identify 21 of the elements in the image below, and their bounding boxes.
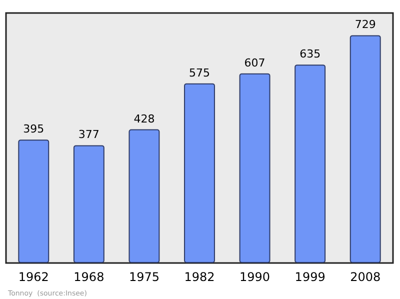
data-label: 635 [300, 48, 321, 61]
x-tick-label: 1999 [294, 270, 326, 284]
bar [184, 83, 215, 263]
bar [18, 140, 50, 263]
data-label: 575 [189, 66, 210, 80]
x-tick-label: 1975 [128, 270, 160, 284]
x-tick-label: 2008 [350, 270, 381, 284]
data-label: 607 [244, 56, 266, 70]
bar [294, 64, 326, 263]
data-label: 729 [354, 18, 376, 32]
x-tick-label: 1982 [184, 270, 215, 284]
bar [350, 35, 381, 263]
data-label: 395 [23, 122, 44, 136]
bar [239, 73, 270, 263]
x-tick-label: 1962 [18, 270, 49, 284]
x-tick-label: 1968 [74, 270, 104, 284]
bar [73, 145, 104, 263]
x-tick-label: 1990 [240, 270, 270, 284]
data-label: 377 [78, 128, 100, 142]
data-label: 428 [134, 112, 155, 126]
bar [128, 129, 160, 263]
